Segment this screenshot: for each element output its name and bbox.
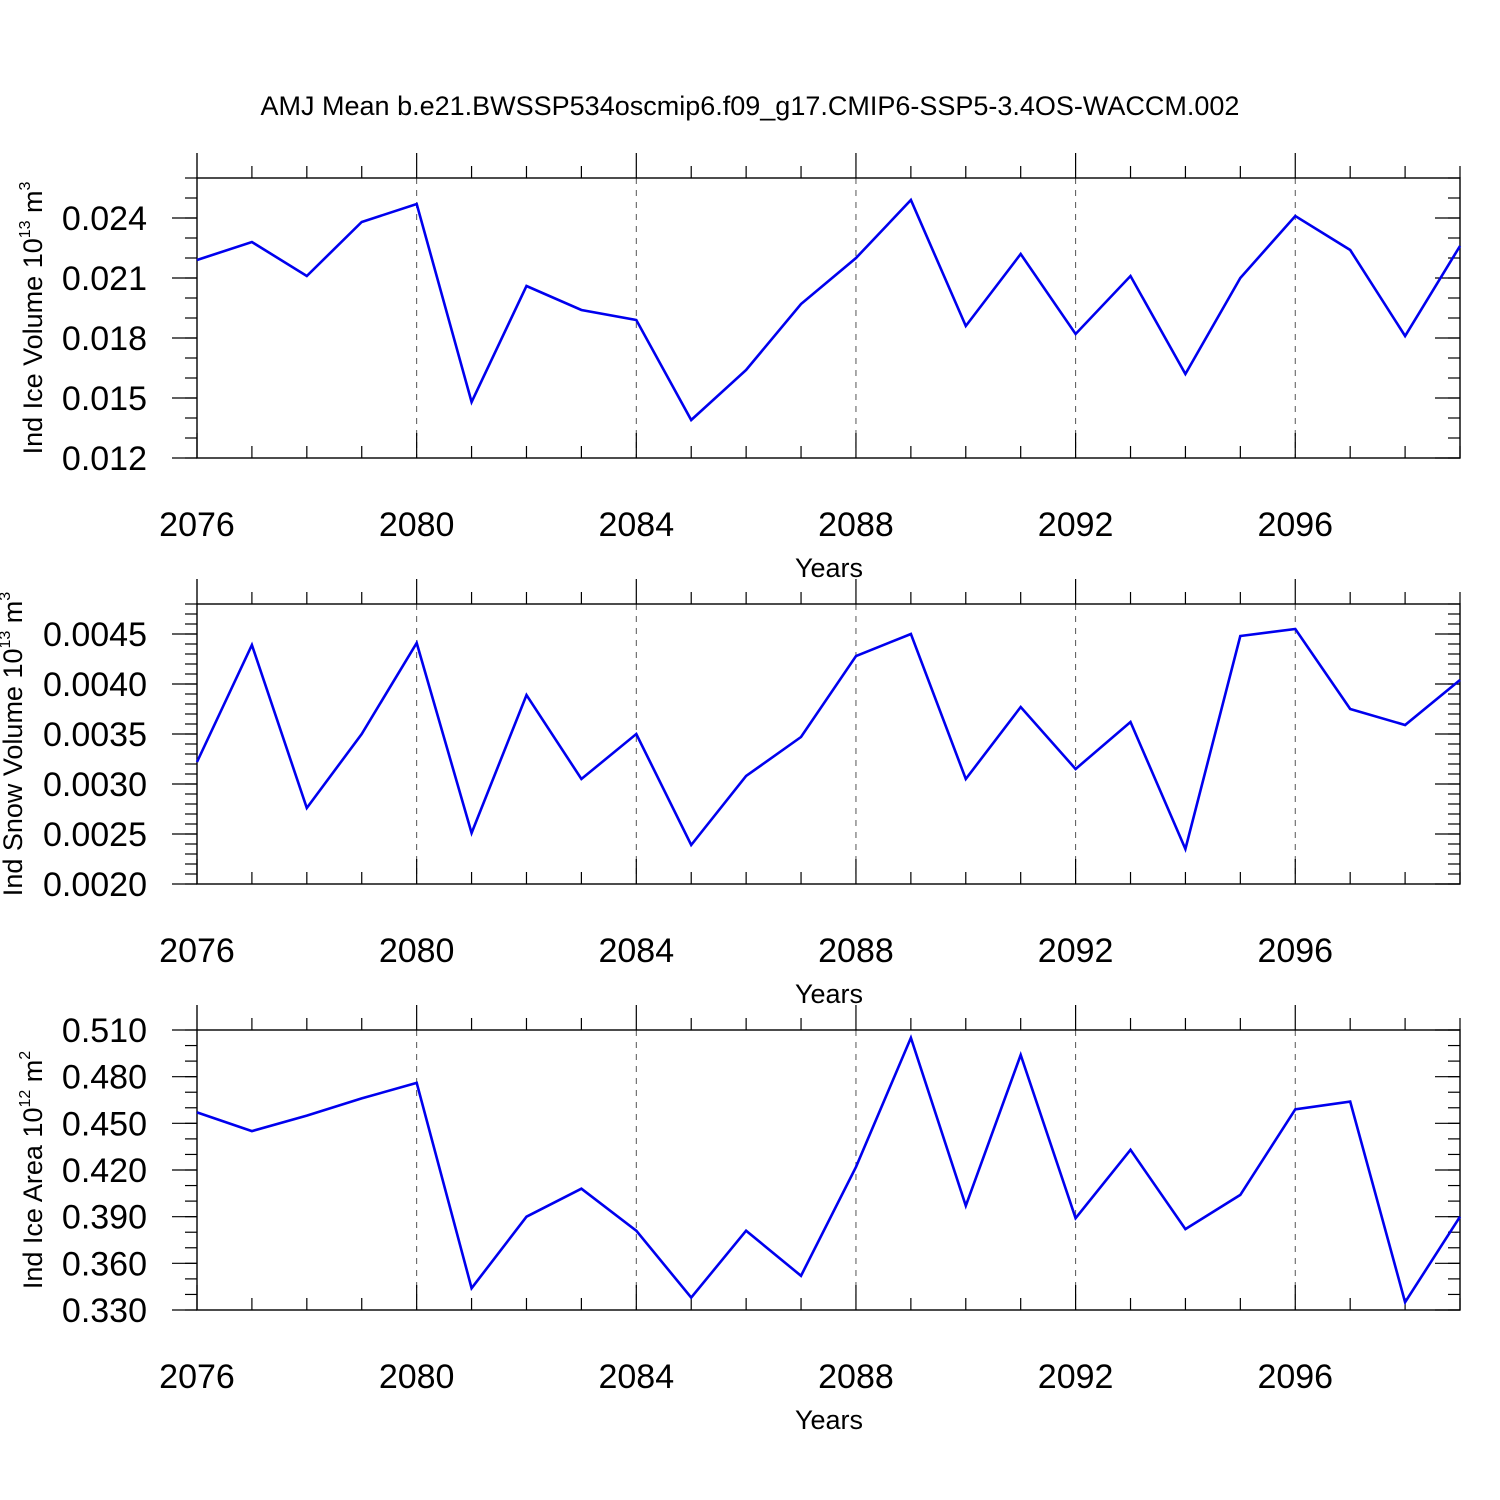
x-tick-label: 2096 xyxy=(1257,506,1333,544)
x-tick-label: 2076 xyxy=(159,1358,235,1396)
y-tick-label: 0.0045 xyxy=(43,616,147,654)
y-axis-label: Ind Ice Volume 1013 m3 xyxy=(17,181,48,454)
plot-frame xyxy=(196,1029,1461,1311)
x-tick-label: 2076 xyxy=(159,932,235,970)
x-axis-label: Years xyxy=(795,553,863,583)
x-axis-label: Years xyxy=(795,979,863,1009)
x-tick-label: 2092 xyxy=(1038,1358,1114,1396)
x-tick-label: 2096 xyxy=(1257,932,1333,970)
y-tick-label: 0.0040 xyxy=(43,666,147,704)
x-tick-label: 2092 xyxy=(1038,506,1114,544)
x-tick-label: 2084 xyxy=(598,506,674,544)
x-axis-label: Years xyxy=(795,1405,863,1435)
y-tick-label: 0.012 xyxy=(62,440,147,478)
y-tick-label: 0.0020 xyxy=(43,866,147,904)
ice-area-panel: Years Ind Ice Area 1012 m2 2076 2080 2084 2… xyxy=(17,1005,1462,1435)
y-tick-label: 0.510 xyxy=(62,1012,147,1050)
x-tick-label: 2096 xyxy=(1257,1358,1333,1396)
y-tick-label: 0.0030 xyxy=(43,766,147,804)
x-tick-label: 2084 xyxy=(598,932,674,970)
y-axis-label: Ind Ice Area 1012 m2 xyxy=(17,1051,48,1289)
y-tick-label: 0.015 xyxy=(62,380,147,418)
y-tick-label: 0.360 xyxy=(62,1245,147,1283)
x-tick-label: 2080 xyxy=(379,1358,455,1396)
y-tick-label: 0.420 xyxy=(62,1152,147,1190)
y-tick-label: 0.0025 xyxy=(43,816,147,854)
snow-volume-panel: Years Ind Snow Volume 1013 m3 2076 2080 20… xyxy=(0,579,1461,1009)
series-line xyxy=(196,1034,1462,1306)
x-tick-label: 2084 xyxy=(598,1358,674,1396)
x-tick-label: 2088 xyxy=(818,932,894,970)
x-tick-label: 2076 xyxy=(159,506,235,544)
plot-frame xyxy=(196,603,1461,885)
y-tick-label: 0.480 xyxy=(62,1059,147,1097)
plot-frame xyxy=(196,177,1461,459)
y-tick-label: 0.024 xyxy=(62,200,147,238)
y-axis-label: Ind Snow Volume 1013 m3 xyxy=(0,592,28,896)
y-tick-label: 0.330 xyxy=(62,1292,147,1330)
x-tick-label: 2080 xyxy=(379,506,455,544)
y-tick-label: 0.450 xyxy=(62,1105,147,1143)
y-tick-label: 0.018 xyxy=(62,320,147,358)
series-line xyxy=(196,197,1462,423)
ice-volume-panel: Years Ind Ice Volume 1013 m3 2076 2080 208… xyxy=(17,153,1462,583)
y-tick-label: 0.0035 xyxy=(43,716,147,754)
y-tick-label: 0.021 xyxy=(62,260,147,298)
series-line xyxy=(195,627,1461,853)
x-tick-label: 2092 xyxy=(1038,932,1114,970)
x-tick-label: 2088 xyxy=(818,506,894,544)
x-tick-label: 2080 xyxy=(379,932,455,970)
x-tick-label: 2088 xyxy=(818,1358,894,1396)
chart-title: AMJ Mean b.e21.BWSSP534oscmip6.f09_g17.C… xyxy=(261,91,1240,121)
y-tick-label: 0.390 xyxy=(62,1199,147,1237)
